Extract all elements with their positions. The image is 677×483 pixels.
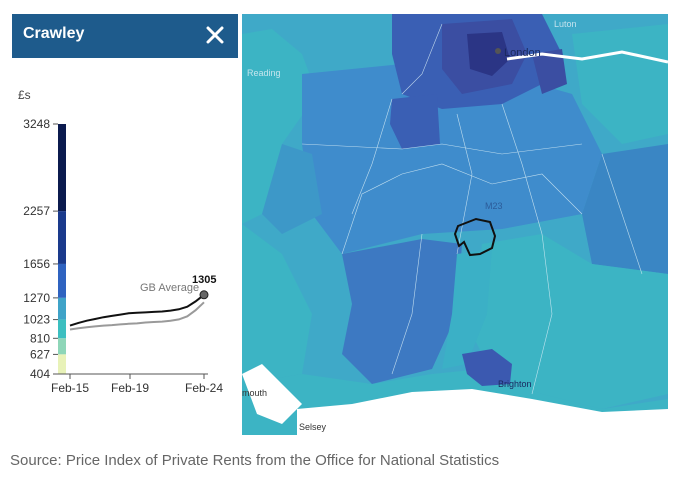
region-wealden[interactable] — [472, 234, 668, 409]
source-note: Source: Price Index of Private Rents fro… — [10, 452, 500, 469]
thames-river — [506, 50, 668, 64]
colour-scale-segment — [58, 124, 66, 212]
x-tick-label: Feb-24 — [185, 381, 223, 395]
close-icon[interactable] — [206, 26, 224, 44]
map-label-reading: Reading — [247, 68, 281, 78]
rent-map[interactable]: Reading Luton London M23 Brighton Selsey… — [242, 14, 668, 435]
series-line-crawley — [69, 294, 205, 327]
region-greenwich[interactable] — [532, 49, 567, 94]
panel-title: Crawley — [23, 25, 85, 42]
map-label-london: London — [504, 47, 541, 59]
rent-chart: £s 3248 2257 1656 1270 1023 810 627 404 Feb-15 F… — [18, 88, 223, 395]
y-tick-label: 1270 — [23, 291, 50, 305]
colour-scale-segment — [58, 338, 66, 355]
series-label-gb-average: GB Average — [140, 282, 199, 294]
region-surrey[interactable] — [302, 64, 602, 254]
colour-scale-segment — [58, 319, 66, 339]
colour-scale-segment — [58, 211, 66, 264]
region-brighton[interactable] — [462, 349, 512, 386]
y-tick-label: 3248 — [23, 117, 50, 131]
map-label-m23: M23 — [485, 201, 503, 211]
region-east[interactable] — [572, 24, 668, 144]
region-mid-sussex[interactable] — [442, 249, 492, 369]
colour-scale-segment — [58, 354, 66, 374]
region-horsham[interactable] — [342, 239, 462, 384]
series-line-gb-average — [69, 301, 205, 331]
area-detail-panel: Crawley £s 3248 2257 1656 1270 1023 810 627 404… — [12, 14, 238, 424]
map-label-selsey: Selsey — [299, 422, 327, 432]
y-tick-label: 1656 — [23, 257, 50, 271]
colour-scale-segment — [58, 263, 66, 298]
region-west[interactable] — [242, 29, 317, 224]
region-southwest[interactable] — [242, 224, 312, 384]
sea — [297, 389, 668, 435]
region-bracknell[interactable] — [262, 144, 322, 234]
end-point-marker[interactable] — [199, 290, 209, 300]
region-central-london[interactable] — [467, 32, 510, 76]
end-value-label: 1305 — [192, 274, 216, 286]
crawley-outline[interactable] — [453, 217, 497, 257]
panel-header: Crawley — [12, 14, 238, 58]
colour-scale-bar — [58, 124, 66, 374]
map-label-brighton: Brighton — [498, 379, 532, 389]
harbour-water — [242, 364, 302, 424]
map-label-luton: Luton — [554, 19, 577, 29]
map-canvas[interactable]: Reading Luton London M23 Brighton Selsey… — [242, 14, 668, 435]
currency-label: £s — [18, 88, 31, 102]
map-label-mouth: mouth — [242, 388, 267, 398]
y-tick-label: 1023 — [23, 313, 50, 327]
colour-scale-segment — [58, 297, 66, 320]
y-tick-label: 810 — [30, 331, 50, 345]
region-elmbridge[interactable] — [390, 94, 440, 149]
london-marker — [495, 48, 501, 54]
y-tick-label: 627 — [30, 347, 50, 361]
y-tick-label: 404 — [30, 367, 50, 381]
x-tick-label: Feb-15 — [51, 381, 89, 395]
x-tick-label: Feb-19 — [111, 381, 149, 395]
region-kent[interactable] — [582, 144, 668, 274]
y-tick-label: 2257 — [23, 204, 50, 218]
district-borders — [301, 23, 643, 395]
